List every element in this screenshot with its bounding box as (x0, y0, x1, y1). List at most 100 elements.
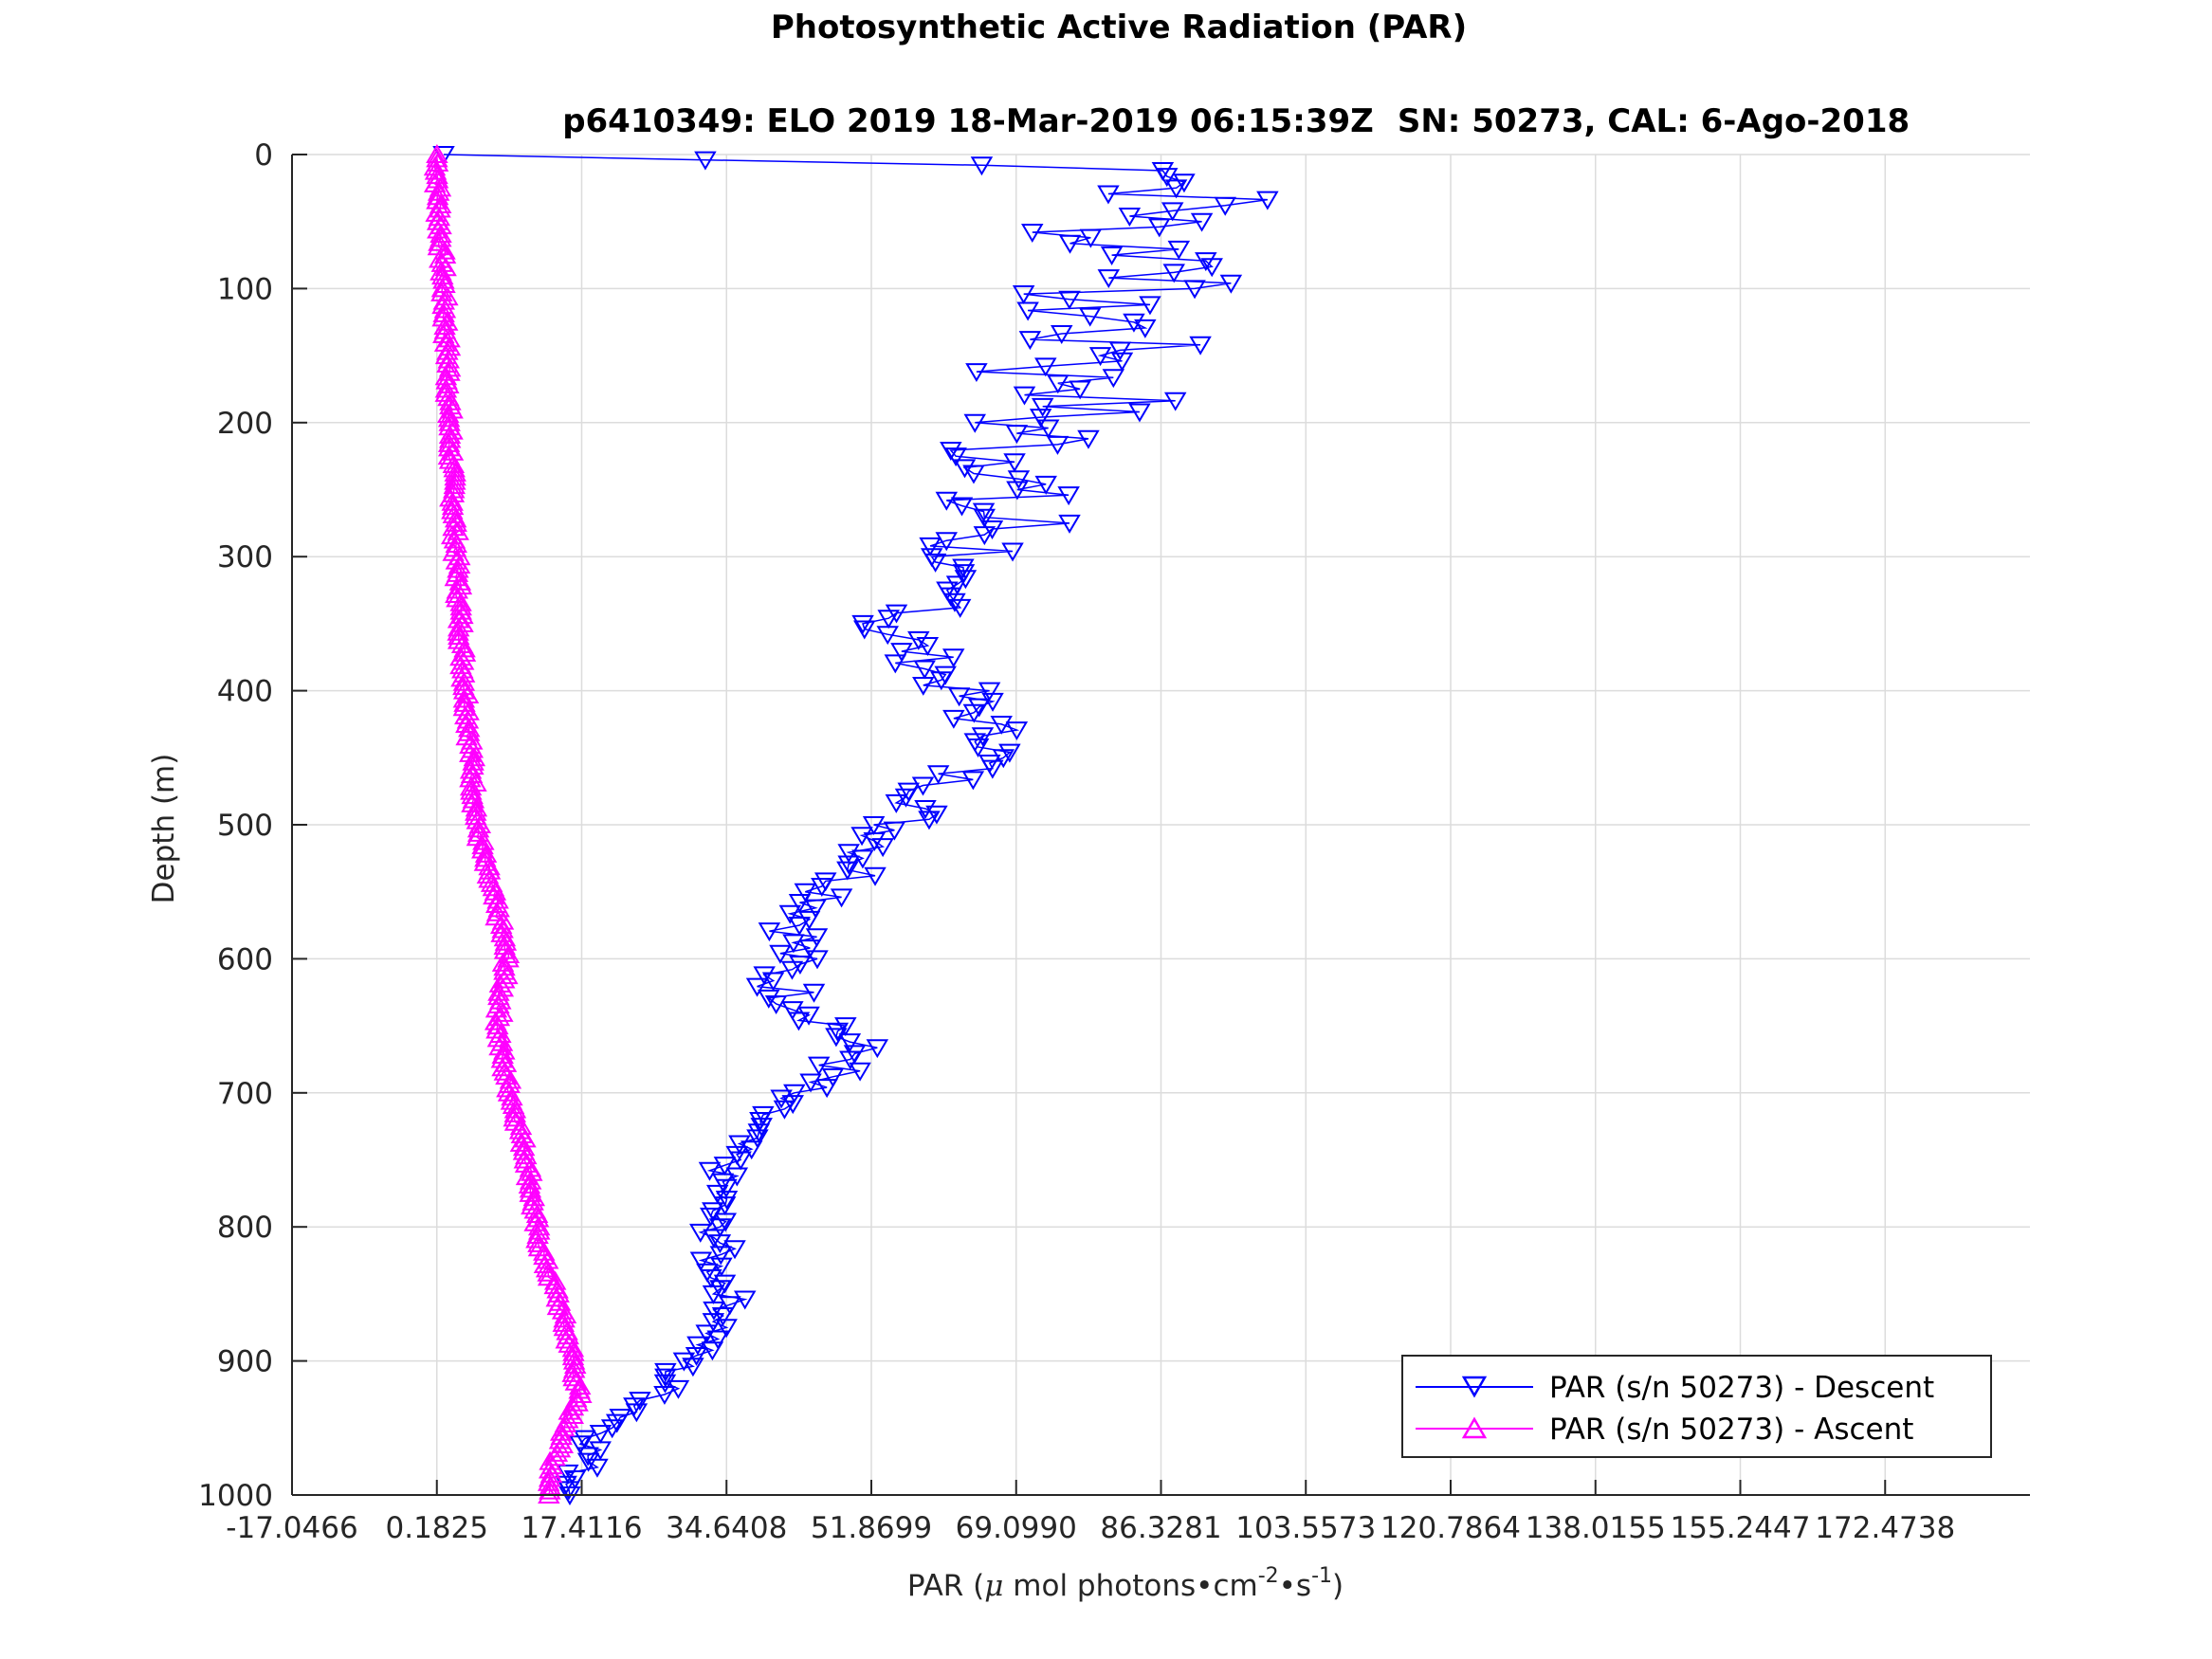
ascent-marker (452, 688, 476, 708)
descent-marker (945, 575, 969, 595)
ascent-marker (486, 1015, 509, 1035)
ascent-marker (433, 245, 457, 264)
descent-marker (747, 1123, 771, 1143)
descent-marker (715, 1178, 738, 1198)
descent-marker (1079, 228, 1103, 248)
descent-marker (698, 1161, 722, 1181)
descent-marker (761, 972, 785, 992)
ascent-marker (431, 265, 454, 285)
ascent-marker (495, 1066, 518, 1085)
descent-marker (802, 983, 826, 1003)
descent-marker (1164, 179, 1188, 199)
descent-marker (998, 743, 1021, 763)
descent-marker (923, 553, 947, 573)
descent-marker (826, 1022, 850, 1042)
ascent-marker (512, 1137, 536, 1157)
descent-marker (740, 1140, 763, 1160)
x-tick-label: 69.0990 (956, 1511, 1077, 1545)
y-tick-label: 0 (254, 138, 273, 173)
descent-marker (890, 643, 913, 663)
descent-marker (653, 1385, 676, 1405)
x-tick-labels: -17.0466 0.1825 17.4116 34.6408 51.8699 69.09… (226, 1511, 1955, 1545)
descent-marker (1001, 542, 1024, 562)
descent-marker (694, 151, 717, 171)
descent-marker (807, 1056, 831, 1076)
x-tick-label: 138.0155 (1526, 1511, 1666, 1545)
y-tick-label: 500 (217, 809, 273, 843)
x-axis-label: PAR (μ mol photons•cm-2•s-1) (907, 1564, 1344, 1603)
ascent-marker (466, 818, 490, 838)
ascent-marker (437, 408, 461, 428)
descent-marker (706, 1330, 730, 1350)
ascent-marker (558, 1400, 581, 1420)
descent-marker (1219, 274, 1243, 294)
descent-marker (715, 1190, 739, 1210)
descent-marker (1110, 352, 1134, 372)
descent-marker (773, 1100, 796, 1120)
descent-marker (725, 1167, 749, 1187)
descent-marker (1036, 419, 1060, 439)
descent-marker (953, 459, 977, 479)
descent-marker (947, 687, 971, 707)
descent-marker (625, 1403, 649, 1423)
ascent-marker (441, 441, 465, 461)
descent-marker (970, 156, 994, 176)
ascent-marker (503, 1103, 527, 1122)
descent-marker (1256, 191, 1279, 210)
descent-marker (971, 727, 995, 747)
ascent-marker (486, 1028, 510, 1048)
ascent-marker (492, 969, 516, 989)
ascent-marker (438, 425, 462, 445)
descent-marker (1097, 185, 1120, 205)
descent-marker (883, 821, 906, 841)
ascent-marker (483, 885, 505, 905)
ascent-marker (491, 1045, 514, 1065)
descent-marker (576, 1452, 600, 1472)
descent-marker (788, 917, 811, 937)
descent-marker (1029, 409, 1052, 428)
descent-marker (864, 866, 887, 886)
ascent-marker (437, 437, 461, 457)
descent-marker (978, 682, 1001, 702)
descent-marker (749, 1112, 772, 1131)
descent-marker (1006, 481, 1029, 501)
ascent-marker (459, 768, 482, 788)
ascent-marker (543, 1447, 566, 1467)
descent-marker (965, 363, 988, 383)
descent-marker (941, 648, 965, 668)
descent-marker (557, 1464, 579, 1484)
descent-marker (798, 939, 822, 959)
ascent-marker (566, 1392, 589, 1412)
descent-marker (1013, 386, 1036, 406)
descent-marker (838, 1033, 862, 1053)
ascent-marker (513, 1149, 537, 1169)
descent-marker (966, 738, 990, 757)
descent-marker (702, 1285, 725, 1304)
descent-marker (1108, 341, 1132, 361)
descent-marker (788, 894, 812, 913)
ascent-marker (493, 957, 516, 976)
ascent-marker (519, 1170, 542, 1190)
descent-marker (853, 620, 876, 640)
descent-marker (952, 558, 975, 578)
legend-label-descent: PAR (s/n 50273) - Descent (1549, 1371, 1934, 1405)
y-tick-label: 1000 (198, 1479, 273, 1513)
ascent-marker (436, 340, 459, 360)
descent-marker (733, 1290, 757, 1310)
descent-marker (821, 1067, 845, 1087)
descent-marker (954, 570, 978, 590)
descent-marker (1102, 369, 1125, 389)
descent-marker (689, 1251, 713, 1271)
descent-marker (573, 1430, 596, 1449)
descent-marker (797, 910, 821, 930)
descent-marker (1156, 168, 1179, 188)
descent-marker (1057, 486, 1080, 506)
descent-marker (778, 904, 802, 924)
ascent-marker (537, 1471, 560, 1491)
ascent-marker (503, 1107, 525, 1127)
descent-marker (1050, 325, 1073, 344)
ascent-marker (437, 349, 461, 369)
descent-marker (1003, 453, 1026, 473)
descent-marker (834, 1017, 857, 1037)
descent-marker (918, 811, 941, 830)
